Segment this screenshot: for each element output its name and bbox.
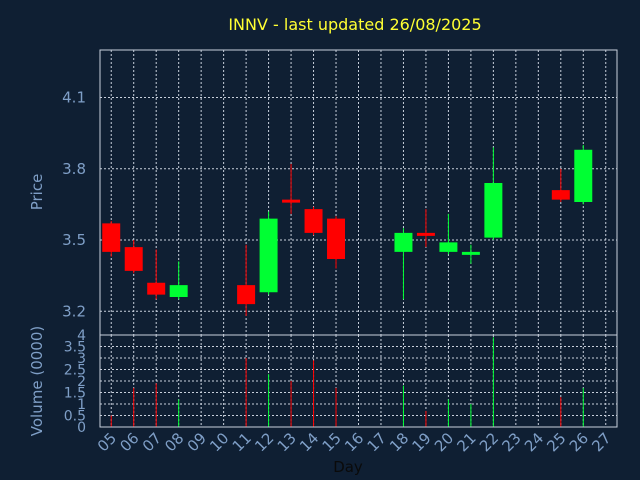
candle-body (327, 218, 346, 259)
x-tick-label: 27 (588, 429, 614, 455)
candle-body (259, 218, 278, 293)
price-tick-labels: 3.2 3.5 3.8 4.1 (62, 89, 86, 321)
volume-tick-label: 0 (77, 420, 86, 436)
candle-body (147, 282, 166, 295)
candle-body (394, 232, 413, 252)
candle (124, 240, 143, 274)
y-axis-label: Price (28, 174, 46, 211)
candle (327, 216, 346, 269)
candle (282, 164, 301, 214)
candle-body (282, 199, 301, 203)
candle-body (461, 251, 480, 255)
volume-tick-label: 3.5 (64, 340, 86, 356)
volume-axis-label: Volume (0000) (28, 326, 46, 436)
candle (147, 249, 166, 300)
candle (461, 244, 480, 264)
candle-body (169, 285, 188, 297)
candle (237, 244, 256, 316)
candle-body (574, 149, 593, 202)
candle (416, 209, 435, 248)
candle (394, 228, 413, 300)
candle (551, 168, 570, 202)
volume-bars (110, 337, 584, 427)
candle-body (484, 183, 503, 238)
volume-gridlines (100, 334, 617, 428)
volume-tick-label: 3 (77, 351, 86, 367)
price-tick-label: 3.5 (62, 231, 86, 249)
candle-body (416, 232, 435, 236)
candle-body (439, 242, 458, 252)
volume-tick-label: 2 (77, 374, 86, 390)
price-tick-label: 3.2 (62, 302, 86, 320)
candle-body (237, 285, 256, 305)
chart-title: INNV - last updated 26/08/2025 (228, 15, 481, 34)
candle (439, 213, 458, 255)
volume-tick-label: 4 (77, 328, 86, 344)
candle (102, 221, 121, 257)
candle (574, 145, 593, 205)
candle (169, 261, 188, 300)
candle-body (102, 223, 121, 252)
x-axis-label: Day (333, 458, 363, 476)
volume-panel-frame (99, 334, 618, 428)
volume-tick-labels: 00.511.522.533.54 (64, 328, 86, 436)
candle (304, 206, 323, 236)
x-tick-labels: 0506070809101112131415161718192021222324… (94, 429, 615, 455)
candle-body (124, 247, 143, 271)
volume-tick-label: 1.5 (64, 386, 86, 402)
volume-tick-label: 1 (77, 397, 86, 413)
volume-tick-label: 2.5 (64, 363, 86, 379)
candle (484, 147, 503, 240)
candle (259, 211, 278, 295)
volume-tick-label: 0.5 (64, 409, 86, 425)
candle-body (304, 209, 323, 233)
candles (102, 145, 593, 316)
candle-body (551, 190, 570, 200)
price-tick-label: 3.8 (62, 160, 86, 178)
price-tick-label: 4.1 (62, 89, 86, 107)
